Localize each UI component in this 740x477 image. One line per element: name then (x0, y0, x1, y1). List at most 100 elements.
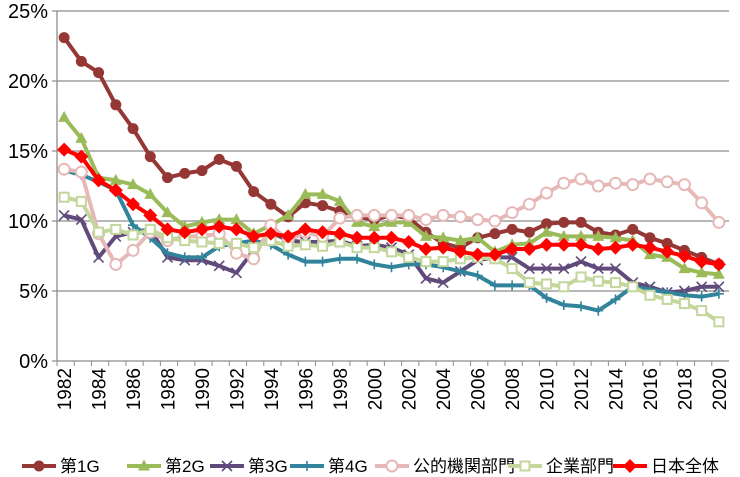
data-point (350, 230, 365, 245)
data-point (58, 209, 70, 221)
data-point (627, 281, 639, 293)
data-point (575, 216, 587, 228)
data-point (230, 237, 242, 249)
data-point (384, 230, 399, 245)
data-point (75, 55, 87, 67)
data-point (162, 172, 173, 184)
data-point (505, 206, 519, 220)
x-tick-label: 2020 (710, 368, 731, 410)
data-point (661, 293, 673, 305)
x-tick-label: 2006 (469, 368, 490, 410)
legend-item: 日本全体 (613, 457, 719, 476)
legend-marker (138, 459, 150, 471)
data-point (58, 191, 70, 203)
data-point (472, 270, 483, 281)
legend-label: 日本全体 (651, 457, 719, 476)
y-tick-label: 20% (8, 71, 48, 93)
x-tick-label: 2016 (641, 368, 662, 410)
x-tick-label: 2018 (675, 368, 696, 410)
data-point (109, 173, 122, 185)
x-tick-label: 1984 (90, 368, 111, 411)
data-point (627, 223, 639, 235)
data-point (299, 187, 312, 199)
legend-item: 公的機関部門 (375, 457, 515, 476)
x-tick-label: 1986 (124, 368, 145, 410)
legend-item: 企業部門 (508, 457, 614, 476)
data-point (506, 263, 518, 275)
data-point (179, 252, 190, 263)
data-point (109, 257, 123, 271)
data-point (247, 252, 261, 266)
data-point (522, 242, 537, 256)
data-point (385, 208, 398, 222)
data-point (367, 208, 381, 222)
data-point (91, 173, 106, 188)
data-point (523, 277, 535, 289)
data-point (557, 229, 570, 241)
data-point (609, 176, 622, 190)
data-point (161, 206, 174, 218)
data-point (317, 256, 328, 267)
data-point (660, 244, 675, 259)
data-point (523, 263, 535, 275)
data-point (162, 248, 173, 259)
legend-item: 第2G (127, 457, 205, 476)
x-tick-label: 2010 (538, 368, 559, 410)
data-point (694, 254, 709, 269)
data-point (574, 172, 588, 186)
data-point (488, 214, 502, 228)
data-point (196, 252, 207, 263)
data-point (108, 183, 123, 198)
data-point (299, 239, 311, 251)
legend-marker (623, 459, 637, 473)
x-tick-label: 2012 (572, 368, 593, 410)
data-point (93, 251, 105, 263)
data-point (230, 160, 242, 172)
data-point (160, 222, 175, 237)
data-point (420, 272, 432, 284)
data-point (230, 267, 242, 279)
y-tick-label: 0% (19, 351, 48, 373)
data-point (419, 229, 432, 241)
data-point (179, 167, 191, 179)
x-tick-label: 1990 (193, 368, 214, 410)
data-point (558, 281, 570, 293)
data-point (678, 298, 690, 310)
data-point (695, 266, 708, 278)
data-point (248, 186, 260, 198)
data-point (453, 244, 468, 259)
data-point (505, 242, 520, 256)
data-point (661, 237, 673, 249)
data-point (540, 186, 554, 200)
data-point (608, 240, 623, 255)
data-point (625, 237, 640, 252)
data-point (317, 200, 329, 212)
data-point (230, 213, 243, 225)
data-point (713, 316, 725, 328)
data-point (333, 194, 346, 206)
data-point (93, 226, 105, 238)
x-tick-label: 2008 (503, 368, 524, 410)
data-point (696, 281, 708, 293)
data-point (128, 220, 139, 231)
data-point (420, 256, 432, 268)
data-point (58, 32, 70, 44)
data-point (281, 229, 296, 244)
data-point (386, 246, 397, 258)
data-point (644, 289, 656, 301)
data-point (541, 293, 552, 303)
data-point (558, 300, 569, 310)
data-point (541, 278, 553, 290)
data-point (144, 151, 156, 163)
data-point (506, 223, 518, 235)
legend-label: 企業部門 (546, 457, 614, 476)
data-point (57, 142, 72, 157)
data-point (712, 215, 726, 229)
data-point (367, 230, 382, 245)
data-point (610, 277, 621, 289)
data-point (386, 262, 397, 273)
data-point (610, 294, 621, 305)
data-point (454, 234, 467, 246)
data-point (593, 305, 604, 316)
data-point (696, 291, 707, 302)
